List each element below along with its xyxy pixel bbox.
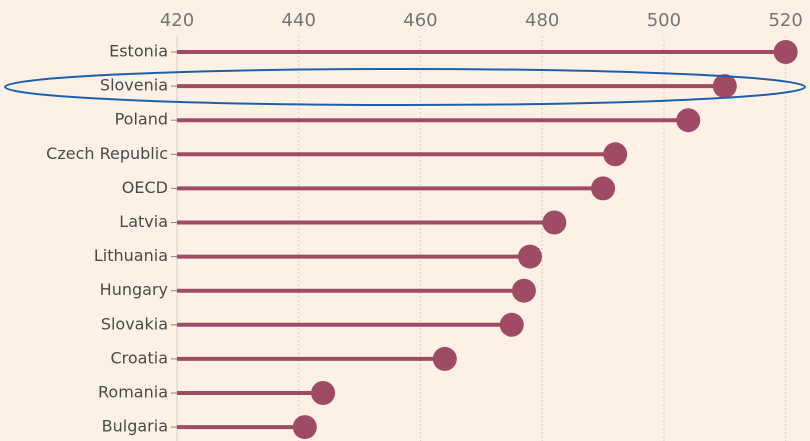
category-label: Croatia [110, 348, 168, 367]
category-label: Hungary [100, 280, 168, 299]
dot [712, 74, 737, 99]
category-label: OECD [122, 178, 168, 197]
dot [518, 244, 543, 269]
category-label: Czech Republic [46, 144, 168, 163]
highlight-ellipse [4, 68, 806, 106]
x-tick-label: 520 [768, 10, 802, 31]
category-label: Estonia [109, 42, 168, 61]
dot [499, 312, 524, 337]
category-label: Romania [98, 383, 168, 402]
x-tick-label: 480 [525, 10, 559, 31]
x-tick-label: 460 [403, 10, 437, 31]
x-tick-label: 440 [282, 10, 316, 31]
category-label: Latvia [119, 212, 168, 231]
dot [773, 40, 798, 64]
dot [676, 108, 701, 133]
category-label: Slovakia [101, 314, 168, 333]
dot [311, 381, 336, 405]
x-tick-label: 500 [647, 10, 681, 31]
dot [292, 415, 317, 440]
dot [511, 278, 536, 303]
dot [432, 346, 457, 371]
category-label: Lithuania [94, 246, 168, 265]
x-tick-label: 420 [160, 10, 194, 31]
dot [591, 176, 616, 201]
category-label: Slovenia [100, 76, 168, 95]
marks: Estonia Slovenia Poland Czech Republic OECD L… [46, 40, 798, 440]
category-label: Poland [115, 110, 168, 129]
category-label: Bulgaria [102, 417, 168, 436]
grid: 420 440 460 480 500 520 [160, 10, 803, 441]
dot [603, 142, 628, 167]
dot [542, 210, 567, 235]
